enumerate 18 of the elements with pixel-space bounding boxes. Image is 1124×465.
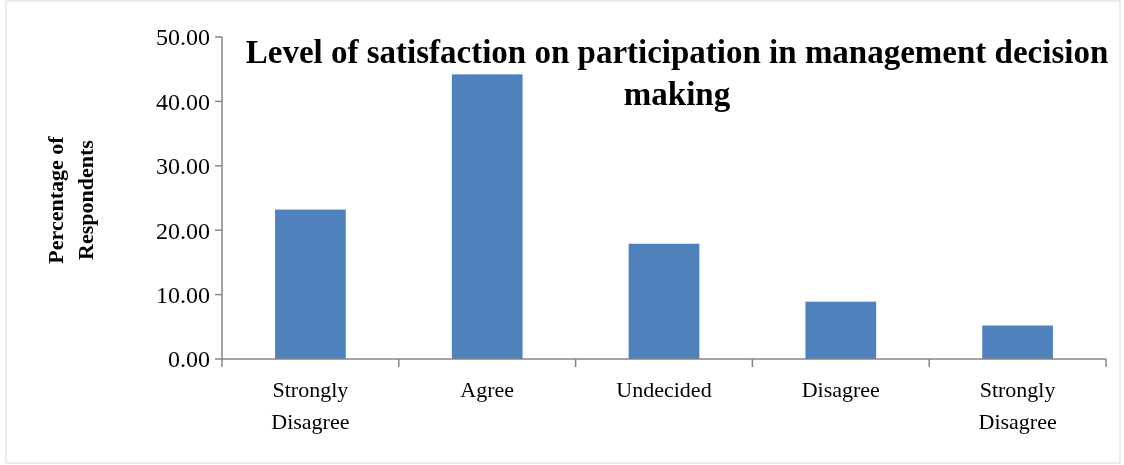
x-tick-label: Strongly Disagree (978, 377, 1057, 434)
x-tick-label: Undecided (616, 377, 712, 402)
y-tick-label: 10.00 (156, 282, 210, 308)
x-tick-label: Disagree (801, 377, 880, 402)
bar (805, 301, 877, 359)
y-axis-title: Percentage of Respondents (43, 135, 98, 264)
bar (275, 209, 346, 359)
y-tick-label: 0.00 (168, 346, 210, 373)
bar (628, 243, 700, 359)
x-tick-label: Strongly Disagree (271, 377, 350, 434)
bar (982, 325, 1053, 359)
y-tick-label: 30.00 (156, 153, 210, 180)
y-tick-label: 40.00 (156, 88, 210, 115)
bar (451, 74, 523, 359)
text: Level of satisfaction on participation in management decision making (245, 34, 1109, 112)
y-tick-label: 20.00 (156, 217, 210, 244)
y-tick-label: 50.00 (156, 24, 210, 51)
x-tick-label: Agree (460, 377, 515, 402)
